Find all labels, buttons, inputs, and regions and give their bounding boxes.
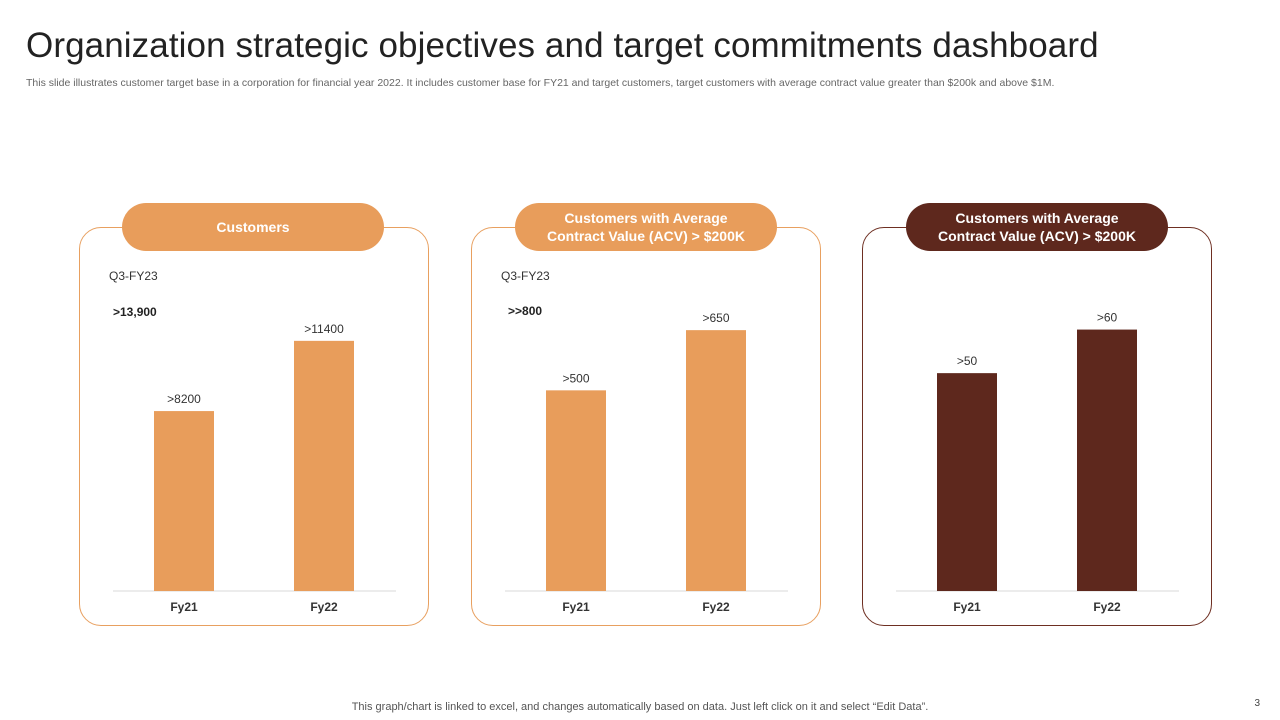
card-header-customers: Customers [122, 203, 384, 251]
bar-chart-acv-200k-dark[interactable]: >50 Fy21 >60 Fy22 [863, 228, 1213, 627]
page-number: 3 [1254, 698, 1260, 709]
chart-card-acv-200k: Q3-FY23 >>800 >500 Fy21 >650 Fy22 [471, 227, 821, 626]
data-label: >8200 [167, 392, 201, 406]
card-header-line: Contract Value (ACV) > $200K [937, 228, 1136, 244]
data-label: >11400 [304, 322, 344, 336]
q3-value: >>800 [508, 304, 543, 318]
data-label: >50 [957, 354, 978, 368]
x-tick-label: Fy21 [562, 600, 590, 614]
data-label: >500 [562, 371, 589, 385]
bar-fy21[interactable] [937, 373, 997, 591]
x-tick-label: Fy21 [170, 600, 198, 614]
x-tick-label: Fy21 [953, 600, 981, 614]
q3-value: >13,900 [113, 305, 157, 319]
x-tick-label: Fy22 [1093, 600, 1121, 614]
card-header-acv-200k: Customers with Average Contract Value (A… [515, 203, 777, 251]
card-header-acv-200k-dark: Customers with Average Contract Value (A… [906, 203, 1168, 251]
page-title: Organization strategic objectives and ta… [26, 26, 1099, 65]
bar-chart-customers[interactable]: >8200 Fy21 >11400 Fy22 [80, 228, 430, 627]
card-header-line: Customers with Average [955, 210, 1119, 226]
bar-fy21[interactable] [546, 390, 606, 591]
q3-label: Q3-FY23 [109, 269, 158, 283]
bar-chart-acv-200k[interactable]: >500 Fy21 >650 Fy22 [472, 228, 822, 627]
x-tick-label: Fy22 [702, 600, 730, 614]
page-subtitle: This slide illustrates customer target b… [26, 77, 1055, 89]
bar-fy22[interactable] [294, 340, 354, 591]
q3-label: Q3-FY23 [501, 269, 550, 283]
data-label: >60 [1097, 311, 1118, 325]
chart-card-acv-200k-dark: >50 Fy21 >60 Fy22 [862, 227, 1212, 626]
card-header-line: Customers with Average [564, 210, 728, 226]
bar-fy22[interactable] [1077, 329, 1137, 591]
x-tick-label: Fy22 [310, 600, 338, 614]
chart-card-customers: Q3-FY23 >13,900 >8200 Fy21 >11400 Fy22 [79, 227, 429, 626]
card-header-line: Contract Value (ACV) > $200K [546, 228, 745, 244]
bar-fy21[interactable] [154, 411, 214, 591]
data-label: >650 [702, 311, 729, 325]
bar-fy22[interactable] [686, 330, 746, 591]
card-header-line: Customers [216, 219, 290, 235]
footer-note: This graph/chart is linked to excel, and… [351, 701, 929, 713]
